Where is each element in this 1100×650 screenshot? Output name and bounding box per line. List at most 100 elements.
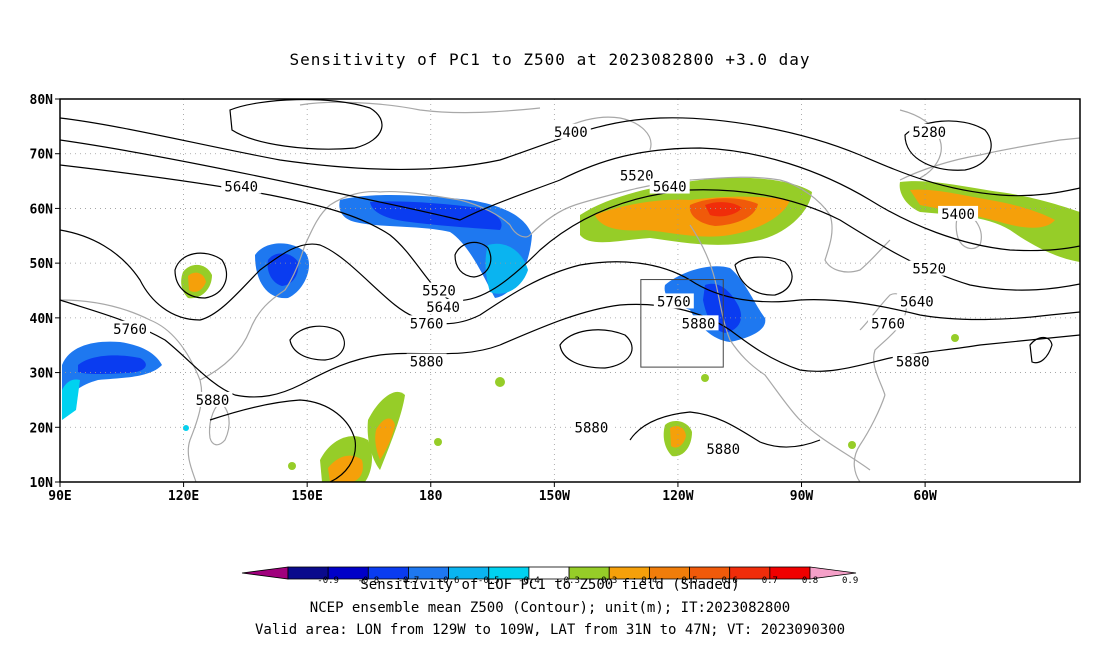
latitude-labels: 80N 70N 60N 50N 40N 30N 20N 10N [30,93,60,491]
longitude-labels: 90E 120E 150E 180 150W 120W 90W 60W [48,482,937,504]
contour-label-bg [406,315,447,331]
lat-label: 20N [30,421,54,436]
valid-area-box [640,279,724,368]
contour-5400 [60,117,1080,197]
lat-label: 40N [30,312,54,327]
shade-negative-dot-1 [183,425,189,431]
contour-label: 5640 [900,294,934,310]
lat-label: 30N [30,367,54,382]
contour-5880 [60,299,1080,398]
colorbar-label: 0.7 [762,576,778,586]
contour-label: 5760 [871,316,905,332]
contour-label-bg [221,178,262,194]
contour-label: 5520 [912,262,946,278]
colorbar-label: 0.8 [802,576,818,586]
contour-5760-loop-west [734,256,793,296]
contour-label: 5640 [426,300,460,316]
lon-label: 150E [292,489,323,504]
colorbar-label: 0.9 [842,576,858,586]
contour-label-bg [678,315,719,331]
contour-label-bg [892,353,933,369]
lat-label: 50N [30,257,54,272]
colorbar: -0.9 -0.8 -0.7 -0.6 -0.5 -0.4 -0.3 0.3 0.4 0.5 0.6… [241,566,858,586]
contour-5880-loop-2 [559,329,633,369]
contour-label: 5880 [410,355,444,371]
contour-label: 5880 [896,355,930,371]
contour-label: 5880 [196,393,230,409]
contour-label: 5760 [113,322,147,338]
colorbar-label: -0.7 [398,576,420,586]
contour-label-bg [571,419,612,435]
contour-label: 5760 [657,294,691,310]
contour-5280-loop [904,120,992,171]
contour-label-bg [649,178,690,194]
contour-label-bg [868,315,909,331]
contour-label: 5400 [941,207,975,223]
lat-label: 10N [30,476,54,491]
colorbar-label: 0.5 [681,576,697,586]
contour-label-bg [423,298,464,314]
colorbar-label: -0.6 [438,576,460,586]
map-grid [60,99,1080,482]
colorbar-label: -0.4 [518,576,540,586]
footer-line-2: NCEP ensemble mean Z500 (Contour); unit(… [309,600,791,616]
contour-label: 5760 [410,316,444,332]
map-frame [59,98,1081,483]
contour-5880-loop-1 [289,325,345,361]
coastlines [60,101,1080,482]
lon-label: 90W [790,489,814,504]
shade-positive-west-pacific-core [328,455,363,482]
shade-positive-dot-4 [701,374,709,382]
contour-5760-loop-china [174,252,227,299]
lon-label: 90E [48,489,71,504]
shade-negative-asia-edge [62,379,80,420]
z500-contours [60,99,1080,482]
sensitivity-shading [62,177,1080,482]
contour-label-bg [550,123,591,139]
contour-label-bg [406,353,447,369]
shade-positive-dot-5 [848,441,856,449]
colorbar-label: -0.5 [478,576,500,586]
shade-negative-north-pacific-core [370,201,502,230]
footer-line-1: Sensitivity of EOF PC1 to Z500 field (Sh… [360,577,740,593]
colorbar-label: 0.3 [601,576,617,586]
shade-positive-west-pacific-2-core [375,418,395,460]
lat-label: 60N [30,202,54,217]
contour-5520-loop-pacific [454,241,492,278]
colorbar-label: -0.8 [357,576,379,586]
contour-label: 5880 [706,442,740,458]
colorbar-label: 0.6 [722,576,738,586]
lon-label: 120W [662,489,693,504]
shade-positive-china-core [188,272,206,292]
contour-label: 5640 [653,180,687,196]
footer-line-3: Valid area: LON from 129W to 109W, LAT f… [254,622,845,638]
contour-label-bg [110,320,151,336]
contour-5400-loop-nw [229,99,383,150]
contour-label-bg [938,205,979,221]
contour-label-bg [909,260,950,276]
shade-positive-alaska-peak [705,202,742,217]
contour-label-bg [896,293,937,309]
lon-label: 180 [419,489,443,504]
colorbar-label: -0.9 [317,576,339,586]
lon-label: 120E [168,489,199,504]
lon-label: 150W [539,489,570,504]
colorbar-label: 0.4 [641,576,657,586]
contour-label: 5880 [575,420,609,436]
shade-positive-central-pacific-core [670,426,686,448]
contour-5880-tropic [629,411,821,448]
shade-negative-japan-core [267,253,299,286]
shade-positive-atlantic-mid [910,189,1055,228]
contour-label: 5520 [620,169,654,185]
contour-label-bg [653,293,694,309]
contour-5880-loop-atl [1029,336,1053,364]
contour-label: 5400 [554,125,588,141]
contour-label: 5880 [682,316,716,332]
contour-label-bg [418,282,459,298]
lat-label: 80N [30,93,54,108]
shade-negative-north-pacific-band [485,243,528,294]
shade-negative-asia-core [78,355,146,374]
shade-positive-dot-2 [288,462,296,470]
